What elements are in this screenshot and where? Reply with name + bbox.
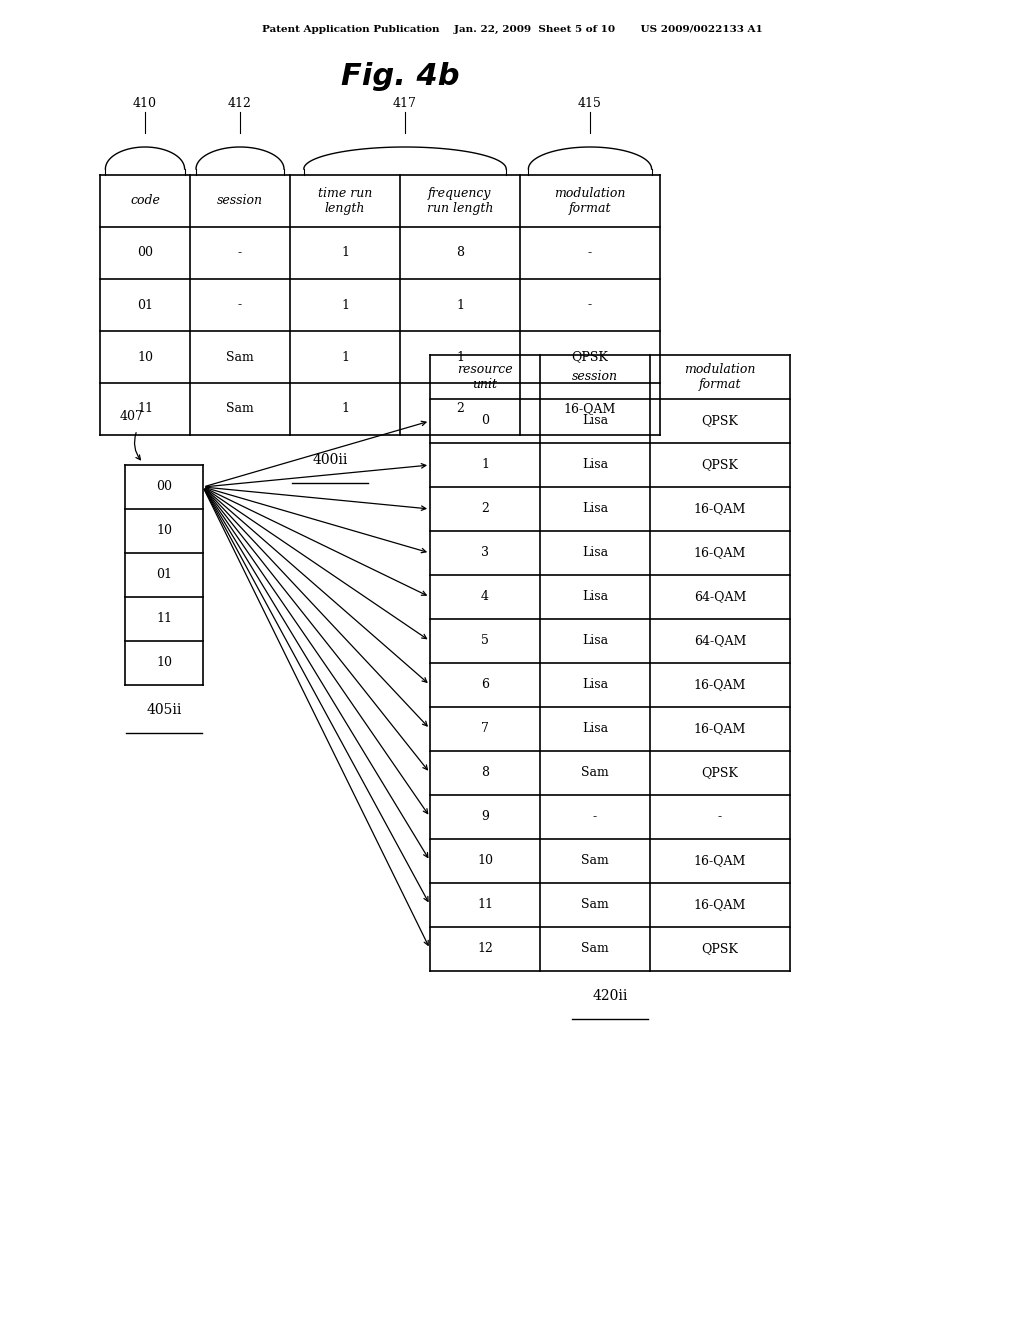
Text: -: - <box>593 810 597 824</box>
Text: 405ii: 405ii <box>146 704 181 717</box>
Text: 16-QAM: 16-QAM <box>694 854 746 867</box>
Text: 2: 2 <box>456 403 464 416</box>
Text: 2: 2 <box>481 503 488 516</box>
Text: modulation
format: modulation format <box>554 187 626 215</box>
Text: frequency
run length: frequency run length <box>427 187 494 215</box>
Text: 16-QAM: 16-QAM <box>694 722 746 735</box>
Text: QPSK: QPSK <box>701 414 738 428</box>
Text: 01: 01 <box>137 298 153 312</box>
Text: Lisa: Lisa <box>582 546 608 560</box>
Text: 16-QAM: 16-QAM <box>694 546 746 560</box>
Text: 16-QAM: 16-QAM <box>694 899 746 912</box>
Text: Sam: Sam <box>582 767 609 780</box>
Text: 1: 1 <box>341 247 349 260</box>
Text: Patent Application Publication    Jan. 22, 2009  Sheet 5 of 10       US 2009/002: Patent Application Publication Jan. 22, … <box>261 25 763 34</box>
Text: 1: 1 <box>456 298 464 312</box>
Text: 00: 00 <box>156 480 172 494</box>
Text: QPSK: QPSK <box>701 767 738 780</box>
Text: 420ii: 420ii <box>592 989 628 1003</box>
Text: code: code <box>130 194 160 207</box>
Text: 6: 6 <box>481 678 489 692</box>
Text: Lisa: Lisa <box>582 678 608 692</box>
Text: 16-QAM: 16-QAM <box>694 678 746 692</box>
Text: Sam: Sam <box>582 942 609 956</box>
Text: Fig. 4b: Fig. 4b <box>341 62 460 91</box>
Text: 01: 01 <box>156 569 172 582</box>
Text: 00: 00 <box>137 247 153 260</box>
Text: 410: 410 <box>133 96 157 110</box>
Text: time run
length: time run length <box>317 187 372 215</box>
Text: 10: 10 <box>156 524 172 537</box>
Text: QPSK: QPSK <box>701 458 738 471</box>
Text: -: - <box>588 298 592 312</box>
Text: 4: 4 <box>481 590 489 603</box>
Text: 11: 11 <box>137 403 153 416</box>
Text: -: - <box>718 810 722 824</box>
Text: 400ii: 400ii <box>312 453 348 467</box>
Text: 11: 11 <box>156 612 172 626</box>
Text: Sam: Sam <box>226 351 254 363</box>
Text: 10: 10 <box>156 656 172 669</box>
Text: 417: 417 <box>393 96 417 110</box>
Text: modulation
format: modulation format <box>684 363 756 391</box>
Text: 407: 407 <box>120 411 144 422</box>
Text: 1: 1 <box>341 403 349 416</box>
Text: 412: 412 <box>228 96 252 110</box>
Text: Sam: Sam <box>582 899 609 912</box>
Text: QPSK: QPSK <box>701 942 738 956</box>
Text: 1: 1 <box>456 351 464 363</box>
Text: 415: 415 <box>579 96 602 110</box>
Text: 8: 8 <box>481 767 489 780</box>
Text: Lisa: Lisa <box>582 503 608 516</box>
Text: 9: 9 <box>481 810 488 824</box>
Text: 7: 7 <box>481 722 488 735</box>
Text: QPSK: QPSK <box>571 351 608 363</box>
Text: 5: 5 <box>481 635 488 648</box>
Text: 64-QAM: 64-QAM <box>694 635 746 648</box>
Text: 12: 12 <box>477 942 493 956</box>
Text: 1: 1 <box>341 298 349 312</box>
Text: Lisa: Lisa <box>582 414 608 428</box>
Text: session: session <box>217 194 263 207</box>
Text: Sam: Sam <box>582 854 609 867</box>
Text: Lisa: Lisa <box>582 458 608 471</box>
Text: 0: 0 <box>481 414 489 428</box>
Text: session: session <box>572 371 618 384</box>
Text: Lisa: Lisa <box>582 722 608 735</box>
Text: 11: 11 <box>477 899 493 912</box>
Text: 8: 8 <box>456 247 464 260</box>
Text: resource
unit: resource unit <box>457 363 513 391</box>
Text: -: - <box>238 298 242 312</box>
Text: 16-QAM: 16-QAM <box>564 403 616 416</box>
Text: 10: 10 <box>137 351 153 363</box>
Text: Lisa: Lisa <box>582 635 608 648</box>
Text: 64-QAM: 64-QAM <box>694 590 746 603</box>
Text: Sam: Sam <box>226 403 254 416</box>
Text: 10: 10 <box>477 854 493 867</box>
Text: 1: 1 <box>341 351 349 363</box>
Text: 3: 3 <box>481 546 489 560</box>
Text: -: - <box>588 247 592 260</box>
Text: 16-QAM: 16-QAM <box>694 503 746 516</box>
Text: 1: 1 <box>481 458 489 471</box>
Text: Lisa: Lisa <box>582 590 608 603</box>
Text: -: - <box>238 247 242 260</box>
